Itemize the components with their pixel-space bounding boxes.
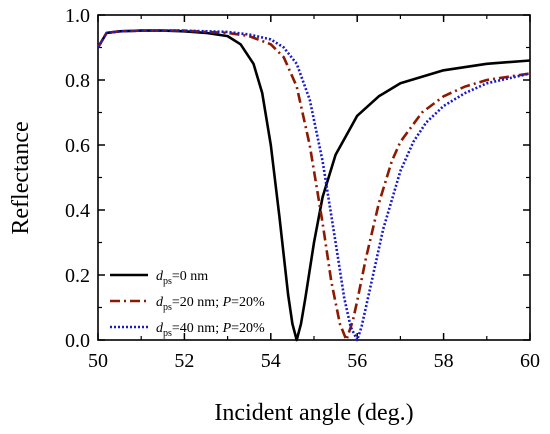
- series-line-1: [96, 29, 531, 342]
- legend-label-2: dps=40 nm; P=20%: [156, 321, 265, 339]
- y-tick-label: 0.8: [65, 70, 90, 92]
- x-tick-label: 52: [174, 350, 194, 372]
- legend: dps=0 nm dps=20 nm; P=20% dps=40 nm; P=20%: [110, 269, 265, 339]
- x-axis-title: Incident angle (deg.): [214, 400, 413, 426]
- y-tick-label: 0.4: [65, 200, 90, 222]
- y-tick-label: 0.2: [65, 265, 90, 287]
- legend-label-0: dps=0 nm: [156, 269, 208, 287]
- y-tick-label: 1.0: [65, 5, 90, 27]
- series-line-0: [96, 29, 531, 342]
- x-tick-label: 54: [261, 350, 281, 372]
- y-axis-title: Reflectance: [8, 121, 34, 234]
- y-tick-label: 0.0: [65, 330, 90, 352]
- series-line-2: [96, 29, 531, 342]
- legend-label-1: dps=20 nm; P=20%: [156, 295, 265, 313]
- x-tick-label: 56: [347, 350, 367, 372]
- x-tick-label: 60: [520, 350, 540, 372]
- x-tick-label: 58: [434, 350, 454, 372]
- x-tick-label: 50: [88, 350, 108, 372]
- y-tick-label: 0.6: [65, 135, 90, 157]
